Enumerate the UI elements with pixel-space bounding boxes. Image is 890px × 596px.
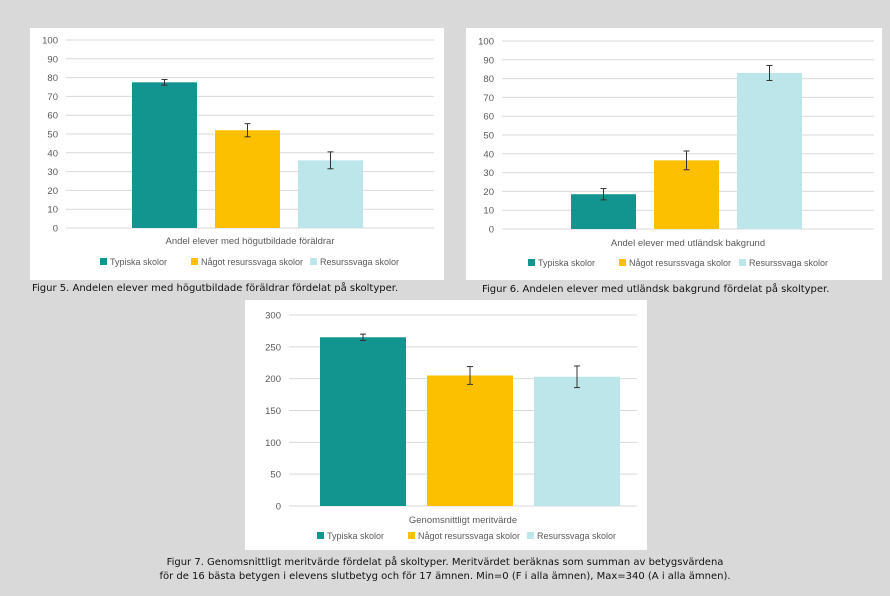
fig5-ytick-label: 0	[53, 224, 58, 235]
fig5-legend-swatch-1	[100, 258, 107, 265]
fig5-legend-label-3: Resurssvaga skolor	[320, 257, 399, 267]
caption-fig7-line2: för de 16 bästa betygen i elevens slutbe…	[159, 571, 731, 582]
fig7-bar-1	[320, 337, 406, 506]
fig5-ytick-label: 80	[47, 73, 58, 84]
chart-fig7: 0 50 100 150 200 250 300 Genomsnittligt meritvä…	[265, 311, 637, 541]
fig7-ytick-label: 250	[265, 342, 281, 353]
fig7-legend-swatch-1	[317, 532, 324, 539]
fig5-legend-swatch-2	[191, 258, 198, 265]
fig7-ytick-label: 200	[265, 374, 281, 385]
fig5-xlabel: Andel elever med högutbildade föräldrar	[166, 236, 335, 247]
fig7-ytick-label: 150	[265, 406, 281, 417]
fig6-ytick-label: 50	[483, 131, 494, 142]
fig5-ytick-label: 70	[47, 92, 58, 103]
fig5-errorbar-1	[161, 78, 168, 86]
chart-fig6: 0 10 20 30 40 50 60 70 80 90 100 Andel elever med u…	[478, 37, 874, 268]
fig5-legend-swatch-3	[310, 258, 317, 265]
fig5-bar-3	[298, 160, 363, 228]
fig6-ytick-label: 10	[483, 206, 494, 217]
fig6-legend-swatch-3	[739, 259, 746, 266]
fig6-errorbar-1	[600, 188, 607, 201]
fig7-legend-swatch-3	[527, 532, 534, 539]
fig6-ytick-label: 70	[483, 93, 494, 104]
chart-panel-fig5: 0 10 20 30 40 50 60 70 80 90 100 Andel elever med h…	[30, 28, 444, 280]
fig6-legend-label-1: Typiska skolor	[538, 258, 595, 268]
fig5-legend-label-2: Något resurssvaga skolor	[201, 257, 303, 267]
fig6-errorbar-2	[683, 150, 690, 171]
fig5-ytick-label: 60	[47, 111, 58, 122]
chart-panel-fig7: 0 50 100 150 200 250 300 Genomsnittligt meritvä…	[245, 300, 647, 550]
fig7-ytick-label: 50	[270, 470, 281, 481]
fig7-bar-2	[427, 375, 513, 506]
fig6-ytick-label: 90	[483, 55, 494, 66]
fig5-errorbar-3	[327, 151, 334, 170]
fig7-legend-label-1: Typiska skolor	[327, 531, 384, 541]
fig7-legend-label-3: Resurssvaga skolor	[537, 531, 616, 541]
fig5-bar-2	[215, 130, 280, 228]
fig7-ytick-label: 0	[276, 502, 281, 513]
fig7-legend-label-2: Något resurssvaga skolor	[418, 531, 520, 541]
fig5-ytick-label: 30	[47, 167, 58, 178]
fig6-ytick-label: 40	[483, 149, 494, 160]
fig5-ytick-label: 100	[42, 36, 58, 47]
fig5-legend-label-1: Typiska skolor	[110, 257, 167, 267]
fig6-errorbar-3	[766, 64, 773, 81]
fig7-errorbar-2	[467, 366, 473, 385]
fig5-bar-1	[132, 82, 197, 228]
caption-fig7-line1: Figur 7. Genomsnittligt meritvärde förde…	[166, 557, 724, 568]
fig6-ytick-label: 100	[478, 37, 494, 48]
fig6-ytick-label: 30	[483, 168, 494, 179]
chart-panel-fig6: 0 10 20 30 40 50 60 70 80 90 100 Andel elever med u…	[466, 28, 882, 280]
fig7-xlabel: Genomsnittligt meritvärde	[409, 515, 517, 526]
fig5-ytick-label: 20	[47, 186, 58, 197]
fig5-errorbar-2	[244, 123, 251, 138]
fig6-xlabel: Andel elever med utländsk bakgrund	[611, 238, 765, 249]
fig7-legend-swatch-2	[408, 532, 415, 539]
fig5-ytick-label: 10	[47, 205, 58, 216]
fig6-bar-2	[654, 160, 719, 229]
caption-fig6: Figur 6. Andelen elever med utländsk bak…	[482, 284, 830, 295]
caption-fig5: Figur 5. Andelen elever med högutbildade…	[32, 283, 399, 294]
fig5-ytick-label: 90	[47, 54, 58, 65]
fig6-legend-swatch-2	[619, 259, 626, 266]
fig7-ytick-label: 300	[265, 311, 281, 322]
fig7-errorbar-1	[360, 333, 366, 341]
fig7-bar-3	[534, 376, 620, 506]
fig5-ytick-label: 40	[47, 148, 58, 159]
fig7-errorbar-3	[574, 365, 580, 389]
fig6-ytick-label: 80	[483, 74, 494, 85]
fig6-bar-3	[737, 72, 802, 230]
chart-fig5: 0 10 20 30 40 50 60 70 80 90 100 Andel elever med h…	[42, 36, 434, 267]
fig5-ytick-label: 50	[47, 130, 58, 141]
fig6-legend-label-3: Resurssvaga skolor	[749, 258, 828, 268]
fig6-ytick-label: 0	[489, 225, 494, 236]
fig6-legend-swatch-1	[528, 259, 535, 266]
fig6-legend-label-2: Något resurssvaga skolor	[629, 258, 731, 268]
fig6-ytick-label: 20	[483, 187, 494, 198]
fig6-ytick-label: 60	[483, 112, 494, 123]
fig7-ytick-label: 100	[265, 438, 281, 449]
